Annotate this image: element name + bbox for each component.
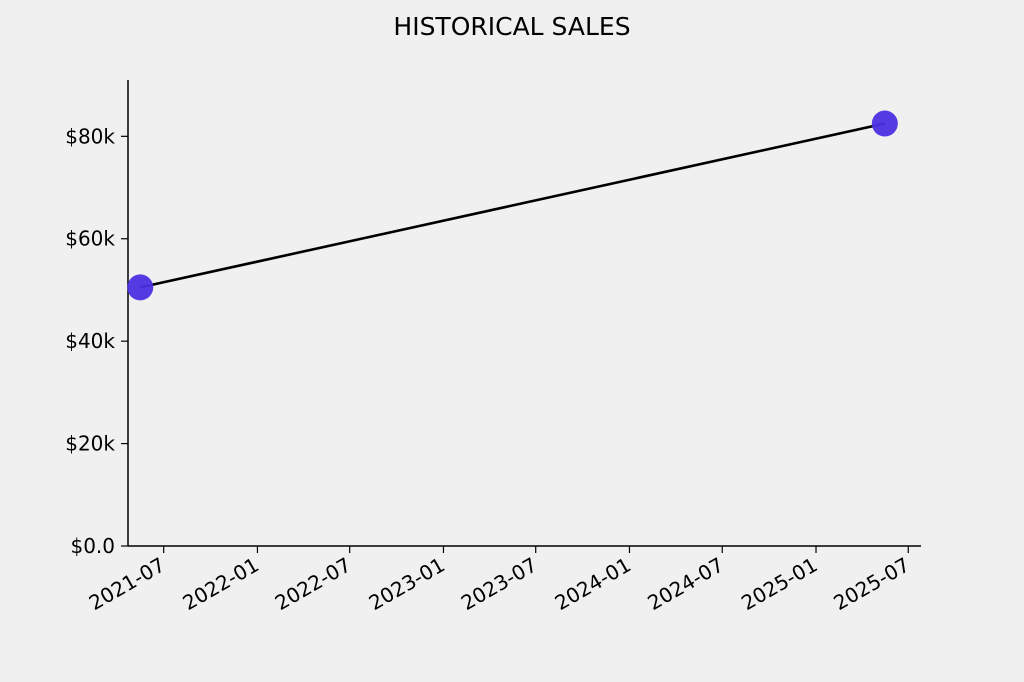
x-tick-label: 2025-01 <box>737 553 821 616</box>
axes <box>127 80 921 547</box>
y-tick-label: $80k <box>65 124 115 148</box>
x-tick-label: 2021-07 <box>85 553 169 616</box>
data-point <box>871 110 898 137</box>
chart-title: HISTORICAL SALES <box>393 12 630 41</box>
series-line <box>139 122 886 289</box>
x-axis-ticks: 2021-07 2022-01 2022-07 2023-01 2023-07 2024-… <box>85 546 914 615</box>
x-tick-label: 2023-07 <box>457 553 541 616</box>
y-tick-label: $0.0 <box>70 534 115 558</box>
y-tick-label: $40k <box>65 329 115 353</box>
y-tick-label: $20k <box>65 432 115 456</box>
y-tick-label: $60k <box>65 227 115 251</box>
x-tick-label: 2024-01 <box>551 553 635 616</box>
x-tick-label: 2022-01 <box>179 553 263 616</box>
x-tick-label: 2024-07 <box>643 553 727 616</box>
data-point <box>127 274 154 301</box>
x-tick-label: 2023-01 <box>365 553 449 616</box>
series-group <box>127 110 898 301</box>
x-tick-label: 2025-07 <box>829 553 913 616</box>
y-axis-ticks: $0.0 $20k $40k $60k $80k <box>65 124 128 558</box>
x-tick-label: 2022-07 <box>271 553 355 616</box>
